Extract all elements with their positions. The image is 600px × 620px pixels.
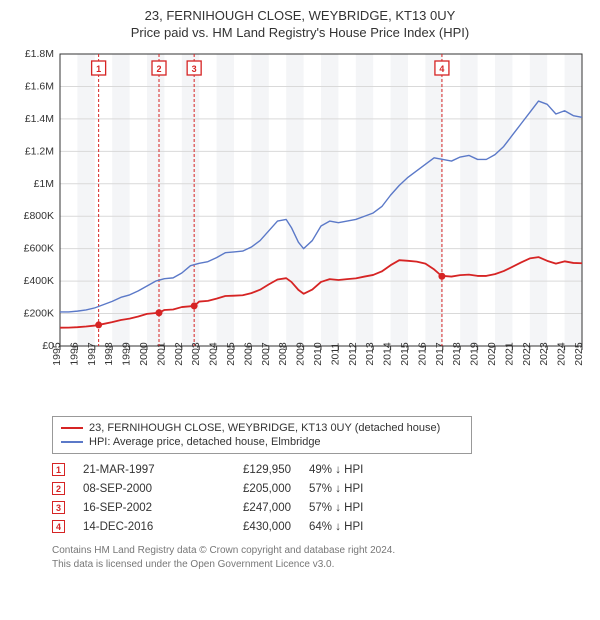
transaction-marker: 2: [52, 482, 65, 495]
transaction-date: 08-SEP-2000: [83, 483, 193, 495]
legend-row: 23, FERNIHOUGH CLOSE, WEYBRIDGE, KT13 0U…: [61, 421, 463, 435]
svg-text:£1.2M: £1.2M: [25, 145, 54, 157]
transaction-date: 16-SEP-2002: [83, 502, 193, 514]
transaction-row: 3 16-SEP-2002 £247,000 57% ↓ HPI: [52, 498, 582, 517]
svg-text:£600K: £600K: [24, 243, 54, 255]
legend-label: 23, FERNIHOUGH CLOSE, WEYBRIDGE, KT13 0U…: [89, 422, 440, 434]
footer-line-2: This data is licensed under the Open Gov…: [52, 558, 582, 572]
transaction-marker: 1: [52, 463, 65, 476]
chart-title: 23, FERNIHOUGH CLOSE, WEYBRIDGE, KT13 0U…: [10, 8, 590, 23]
legend: 23, FERNIHOUGH CLOSE, WEYBRIDGE, KT13 0U…: [52, 416, 472, 454]
transaction-pct: 49% ↓ HPI: [309, 464, 399, 476]
price-chart: £0£200K£400K£600K£800K£1M£1.2M£1.4M£1.6M…: [10, 46, 590, 406]
transaction-price: £247,000: [211, 502, 291, 514]
chart-subtitle: Price paid vs. HM Land Registry's House …: [10, 25, 590, 40]
svg-text:£400K: £400K: [24, 275, 54, 287]
transaction-price: £205,000: [211, 483, 291, 495]
transaction-row: 2 08-SEP-2000 £205,000 57% ↓ HPI: [52, 479, 582, 498]
svg-text:£1.8M: £1.8M: [25, 48, 54, 60]
svg-text:2: 2: [156, 64, 161, 74]
transaction-pct: 64% ↓ HPI: [309, 521, 399, 533]
svg-text:£1.6M: £1.6M: [25, 80, 54, 92]
footer-line-1: Contains HM Land Registry data © Crown c…: [52, 544, 582, 558]
transaction-date: 14-DEC-2016: [83, 521, 193, 533]
transaction-price: £430,000: [211, 521, 291, 533]
svg-text:4: 4: [439, 64, 444, 74]
transaction-marker: 3: [52, 501, 65, 514]
svg-text:3: 3: [192, 64, 197, 74]
legend-swatch: [61, 441, 83, 443]
transaction-marker: 4: [52, 520, 65, 533]
chart-svg: £0£200K£400K£600K£800K£1M£1.2M£1.4M£1.6M…: [10, 46, 590, 406]
transaction-date: 21-MAR-1997: [83, 464, 193, 476]
transaction-pct: 57% ↓ HPI: [309, 502, 399, 514]
transaction-row: 1 21-MAR-1997 £129,950 49% ↓ HPI: [52, 460, 582, 479]
transaction-price: £129,950: [211, 464, 291, 476]
legend-label: HPI: Average price, detached house, Elmb…: [89, 436, 321, 448]
svg-text:£1M: £1M: [34, 178, 54, 190]
transaction-table: 1 21-MAR-1997 £129,950 49% ↓ HPI 2 08-SEP-200…: [52, 460, 582, 536]
svg-text:£800K: £800K: [24, 210, 54, 222]
svg-text:£200K: £200K: [24, 308, 54, 320]
legend-swatch: [61, 427, 83, 429]
transaction-pct: 57% ↓ HPI: [309, 483, 399, 495]
footer-attribution: Contains HM Land Registry data © Crown c…: [52, 544, 582, 571]
transaction-row: 4 14-DEC-2016 £430,000 64% ↓ HPI: [52, 517, 582, 536]
legend-row: HPI: Average price, detached house, Elmb…: [61, 435, 463, 449]
svg-text:1: 1: [96, 64, 101, 74]
svg-text:£1.4M: £1.4M: [25, 113, 54, 125]
